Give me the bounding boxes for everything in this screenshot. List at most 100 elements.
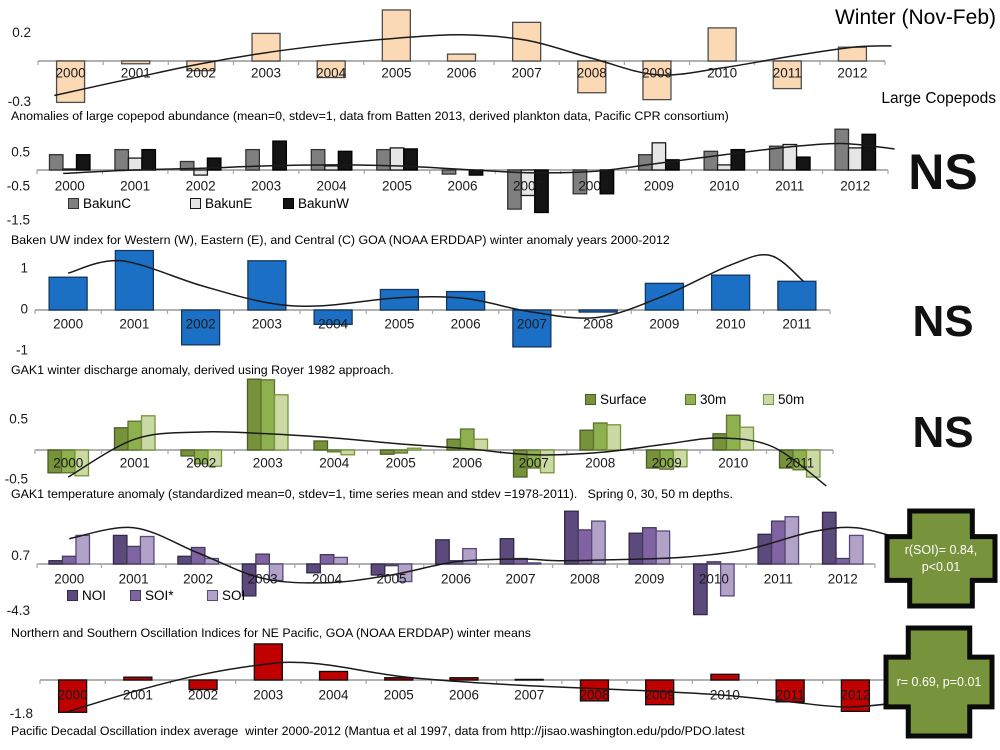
bar — [177, 555, 193, 565]
bar — [62, 168, 78, 171]
x-tick-label: 2009 — [642, 66, 672, 81]
bar — [75, 154, 91, 171]
bar — [340, 449, 356, 456]
bar — [710, 673, 740, 681]
bar — [707, 27, 737, 62]
chart-copepods: 2000 2001 2002 2003 2004 2005 2006 2007 2008 2009… — [8, 9, 892, 109]
bar — [578, 309, 618, 313]
x-tick-label: 2010 — [718, 456, 748, 471]
noi-swatch — [67, 590, 78, 601]
x-tick-label: 2001 — [120, 179, 150, 194]
x-tick-label: 2007 — [505, 572, 535, 587]
bar — [579, 679, 610, 702]
x-tick-label: 2009 — [644, 179, 674, 194]
bar — [526, 562, 542, 565]
x-tick-label: 2006 — [447, 179, 477, 194]
x-tick-label: 2010 — [716, 317, 746, 332]
y-tick-label: 0.7 — [11, 548, 30, 563]
bar — [126, 545, 142, 565]
caption-copepod-abundance: Anomalies of large copepod abundance (me… — [11, 109, 729, 123]
bar — [48, 154, 64, 171]
bar — [61, 555, 77, 565]
y-tick-label: -1.5 — [7, 213, 30, 228]
bar — [512, 309, 552, 348]
x-tick-label: 2011 — [775, 179, 804, 194]
x-tick-label: 2012 — [828, 572, 858, 587]
bar — [703, 150, 719, 171]
correlation-badge-pdo: r= 0.69, p=0.01 — [886, 628, 992, 736]
bar — [406, 447, 422, 451]
bar — [333, 556, 348, 565]
y-tick-label: 0 — [20, 302, 28, 317]
bar — [313, 309, 353, 326]
bar — [637, 154, 653, 171]
caption-bakun-index: Baken UW index for Western (W), Eastern … — [11, 233, 670, 247]
chart-uw: 2000 2001 2002 2003 2004 2005 2006 2007 2008 2009… — [16, 249, 831, 358]
bar — [730, 148, 746, 171]
legend-item-soi: SOI — [207, 588, 245, 603]
y-tick-label: 0.5 — [9, 412, 28, 427]
bar — [534, 169, 549, 214]
legend-item-50m: 50m — [763, 392, 804, 407]
legend-label: 30m — [700, 392, 727, 407]
bar — [514, 678, 544, 681]
bar — [190, 546, 206, 565]
bar — [272, 140, 288, 171]
x-tick-label: 2001 — [120, 456, 150, 471]
bar — [179, 160, 195, 171]
x-tick-label: 2004 — [319, 688, 350, 703]
bar — [664, 159, 680, 171]
bar — [805, 449, 821, 478]
y-tick-label: -0.3 — [8, 94, 31, 109]
legend-item-30m: 30m — [685, 392, 726, 407]
x-tick-label: 2001 — [119, 572, 149, 587]
legend-item-soi-star: SOI* — [130, 588, 174, 603]
legend-label: Surface — [600, 392, 647, 407]
chart-bakun: 2000 2001 2002 2003 2004 2005 2006 2007 2008 2009… — [7, 128, 895, 228]
x-tick-label: 2003 — [253, 688, 283, 703]
bar — [141, 148, 157, 171]
trend-line — [67, 430, 827, 487]
bar — [821, 511, 837, 565]
x-tick-label: 2003 — [251, 179, 281, 194]
x-tick-label: 2008 — [583, 317, 613, 332]
legend-label: BakunW — [298, 196, 350, 211]
bar — [572, 169, 588, 195]
x-tick-label: 2001 — [121, 66, 151, 81]
legend-item-bakune: BakunE — [190, 196, 252, 211]
bar — [207, 449, 223, 467]
bar — [393, 449, 409, 454]
bar — [113, 427, 129, 451]
bar — [712, 433, 728, 451]
chart-osc: 2000 2001 2002 2003 2004 2005 2006 2007 2008 2009… — [7, 510, 901, 618]
x-tick-label: 2003 — [251, 66, 281, 81]
x-tick-label: 2011 — [773, 66, 802, 81]
legend-label: NOI — [82, 588, 107, 603]
y-tick-label: 0.5 — [11, 145, 30, 160]
x-tick-label: 2011 — [782, 317, 811, 332]
bar — [757, 533, 773, 565]
x-tick-label: 2000 — [58, 688, 88, 703]
legend-item-bakunc: BakunC — [68, 196, 131, 211]
bar — [834, 128, 850, 171]
x-tick-label: 2009 — [645, 688, 675, 703]
soi-correlation-line2: p<0.01 — [921, 559, 961, 574]
y-tick-label: -1.8 — [10, 706, 33, 721]
bar — [606, 424, 622, 451]
legend-item-bakunw: BakunW — [283, 196, 349, 211]
x-tick-label: 2006 — [452, 456, 482, 471]
bar — [381, 9, 411, 62]
x-tick-label: 2002 — [183, 572, 213, 587]
x-tick-label: 2010 — [699, 572, 729, 587]
bar — [706, 561, 722, 565]
bar — [260, 379, 276, 451]
bar — [435, 539, 450, 565]
y-tick-label: 0.2 — [12, 25, 31, 40]
x-tick-label: 2002 — [186, 66, 216, 81]
y-tick-label: -4.3 — [7, 603, 30, 618]
trend-line — [65, 661, 915, 714]
cross-shape-icon — [887, 511, 995, 606]
bar — [403, 148, 418, 171]
x-tick-label: 2001 — [123, 688, 153, 703]
